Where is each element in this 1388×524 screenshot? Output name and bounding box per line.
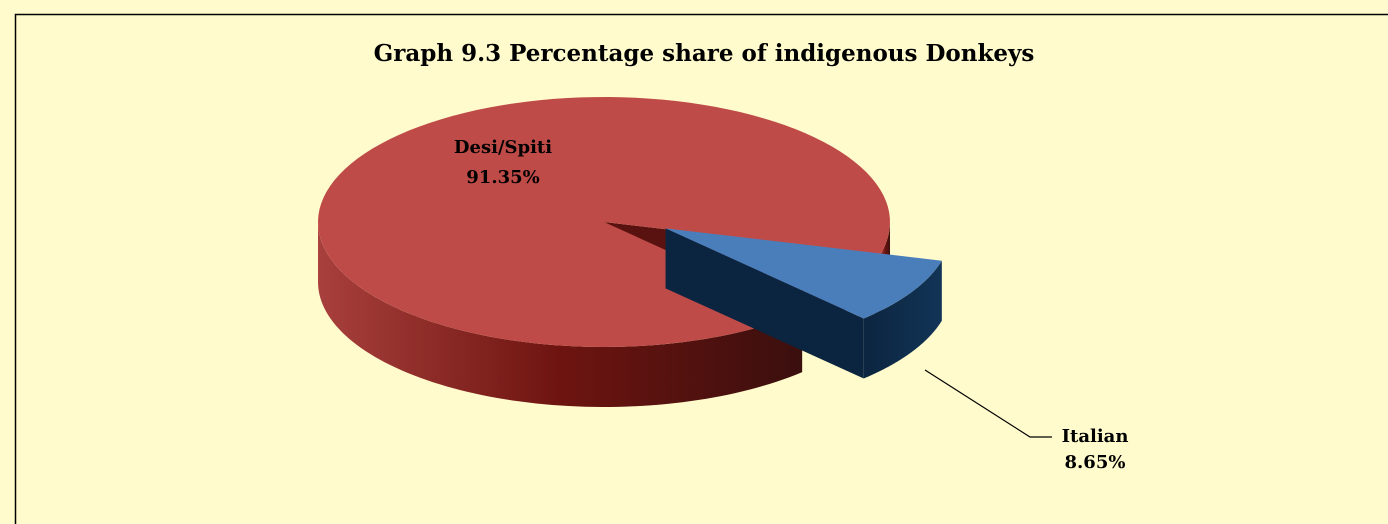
value-label: 91.35% — [466, 167, 539, 188]
value-label: 8.65% — [1065, 452, 1126, 473]
slice-label: Italian — [1062, 426, 1129, 447]
slice-side — [318, 223, 803, 407]
leader-line — [924, 369, 1052, 438]
slice-wall — [665, 228, 864, 379]
slice-label: Desi/Spiti — [454, 137, 552, 158]
slice-side — [863, 260, 942, 379]
pie-slice — [318, 97, 890, 347]
chart-title: Graph 9.3 Percentage share of indigenous… — [374, 40, 1035, 67]
pie-slice — [665, 228, 942, 319]
